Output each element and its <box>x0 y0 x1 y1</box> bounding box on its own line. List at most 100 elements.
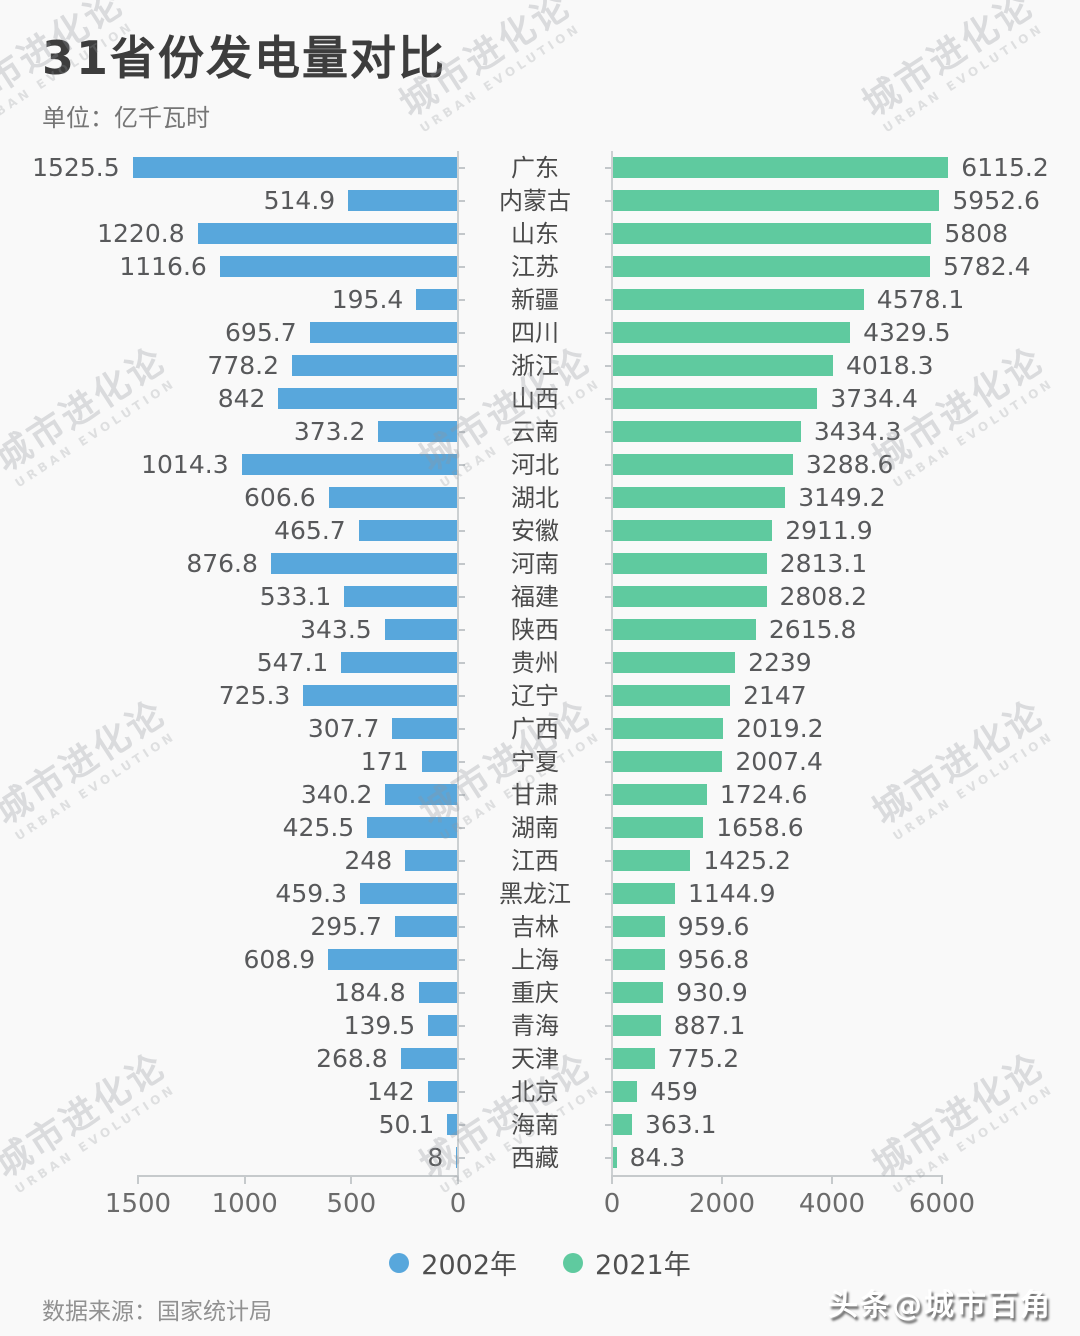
chart-row: 171 宁夏 2007.4 <box>0 745 1080 778</box>
chart-row: 1116.6 江苏 5782.4 <box>0 250 1080 283</box>
value-label-2002: 340.2 <box>300 780 373 809</box>
province-cell: 陕西 <box>458 613 612 646</box>
chart-row: 373.2 云南 3434.3 <box>0 415 1080 448</box>
province-cell: 安徽 <box>458 514 612 547</box>
row-tick-right <box>605 1157 612 1159</box>
right-axis-tick <box>941 1175 943 1184</box>
chart-row: 8 西藏 84.3 <box>0 1141 1080 1174</box>
row-tick-right <box>605 299 612 301</box>
right-axis-baseline <box>612 1175 942 1177</box>
value-label-2002: 695.7 <box>225 318 297 347</box>
left-plot-cell: 425.5 <box>0 811 458 844</box>
left-plot-cell: 1014.3 <box>0 448 458 481</box>
value-label-2021: 1658.6 <box>716 813 804 842</box>
legend-item-2021: 2021年 <box>563 1243 691 1282</box>
right-plot-cell: 2813.1 <box>612 547 1080 580</box>
value-label-2021: 3288.6 <box>805 450 894 479</box>
value-label-2002: 425.5 <box>282 813 355 842</box>
watermark-cn-text: 城市进化论 <box>855 0 1042 126</box>
legend-dot-2021 <box>563 1252 583 1273</box>
left-plot-cell: 373.2 <box>0 415 458 448</box>
chart-row: 195.4 新疆 4578.1 <box>0 283 1080 316</box>
bar-2021 <box>612 586 767 607</box>
left-plot-cell: 340.2 <box>0 778 458 811</box>
value-label-2002: 1014.3 <box>141 450 229 479</box>
row-tick-left <box>458 893 465 895</box>
row-tick-left <box>458 926 465 928</box>
row-tick-left <box>458 200 465 202</box>
right-plot-cell: 5808 <box>612 217 1080 250</box>
bar-2021 <box>612 1015 661 1036</box>
bar-2021 <box>612 916 665 937</box>
value-label-2021: 3434.3 <box>813 417 902 446</box>
left-plot-cell: 195.4 <box>0 283 458 316</box>
chart-row: 1220.8 山东 5808 <box>0 217 1080 250</box>
chart-row: 547.1 贵州 2239 <box>0 646 1080 679</box>
chart-row: 778.2 浙江 4018.3 <box>0 349 1080 382</box>
right-plot-cell: 2615.8 <box>612 613 1080 646</box>
row-tick-right <box>605 563 612 565</box>
province-label: 云南 <box>511 418 559 446</box>
right-plot-cell: 1724.6 <box>612 778 1080 811</box>
left-plot-cell: 50.1 <box>0 1108 458 1141</box>
left-plot-cell: 171 <box>0 745 458 778</box>
bar-2002 <box>303 685 458 706</box>
right-axis-tick-label: 2000 <box>688 1189 756 1219</box>
row-tick-right <box>605 695 612 697</box>
value-label-2002: 184.8 <box>334 978 406 1007</box>
chart-row: 425.5 湖南 1658.6 <box>0 811 1080 844</box>
value-label-2002: 514.9 <box>263 186 336 215</box>
chart-row: 139.5 青海 887.1 <box>0 1009 1080 1042</box>
row-tick-left <box>458 596 465 598</box>
bar-2021 <box>612 520 773 541</box>
province-label: 西藏 <box>511 1144 559 1172</box>
value-label-2021: 2007.4 <box>735 747 823 776</box>
chart-row: 248 江西 1425.2 <box>0 844 1080 877</box>
chart-row: 1525.5 广东 6115.2 <box>0 151 1080 184</box>
province-cell: 北京 <box>458 1075 612 1108</box>
left-plot-cell: 778.2 <box>0 349 458 382</box>
row-tick-right <box>605 233 612 235</box>
legend-label-2021: 2021年 <box>595 1250 691 1281</box>
value-label-2021: 5782.4 <box>943 252 1031 281</box>
right-axis-tick-label: 0 <box>603 1189 621 1219</box>
bar-2021 <box>612 487 786 508</box>
row-tick-left <box>458 794 465 796</box>
row-tick-right <box>605 761 612 763</box>
chart-row: 514.9 内蒙古 5952.6 <box>0 184 1080 217</box>
province-label: 内蒙古 <box>499 187 571 215</box>
row-tick-left <box>458 233 465 235</box>
chart-row: 307.7 广西 2019.2 <box>0 712 1080 745</box>
chart-row: 606.6 湖北 3149.2 <box>0 481 1080 514</box>
left-plot-cell: 533.1 <box>0 580 458 613</box>
row-tick-left <box>458 695 465 697</box>
bar-2002 <box>418 982 458 1003</box>
province-label: 天津 <box>511 1045 559 1073</box>
bar-2002 <box>344 586 458 607</box>
province-cell: 天津 <box>458 1042 612 1075</box>
value-label-2021: 2239 <box>748 648 812 677</box>
chart-row: 725.3 辽宁 2147 <box>0 679 1080 712</box>
right-plot-cell: 956.8 <box>612 943 1080 976</box>
left-plot-cell: 268.8 <box>0 1042 458 1075</box>
value-label-2021: 959.6 <box>677 912 750 941</box>
value-label-2021: 775.2 <box>667 1044 740 1073</box>
row-tick-left <box>458 365 465 367</box>
row-tick-right <box>605 398 612 400</box>
province-label: 甘肃 <box>511 781 559 809</box>
row-tick-left <box>458 332 465 334</box>
row-tick-right <box>605 266 612 268</box>
left-plot-cell: 1220.8 <box>0 217 458 250</box>
right-plot-cell: 959.6 <box>612 910 1080 943</box>
chart-row: 340.2 甘肃 1724.6 <box>0 778 1080 811</box>
bar-2021 <box>612 190 940 211</box>
legend-item-2002: 2002年 <box>389 1243 517 1282</box>
value-label-2002: 725.3 <box>218 681 291 710</box>
bar-2021 <box>612 751 723 772</box>
chart-row: 876.8 河南 2813.1 <box>0 547 1080 580</box>
province-label: 山西 <box>511 385 559 413</box>
province-cell: 贵州 <box>458 646 612 679</box>
bar-2021 <box>612 1114 632 1135</box>
province-cell: 江西 <box>458 844 612 877</box>
